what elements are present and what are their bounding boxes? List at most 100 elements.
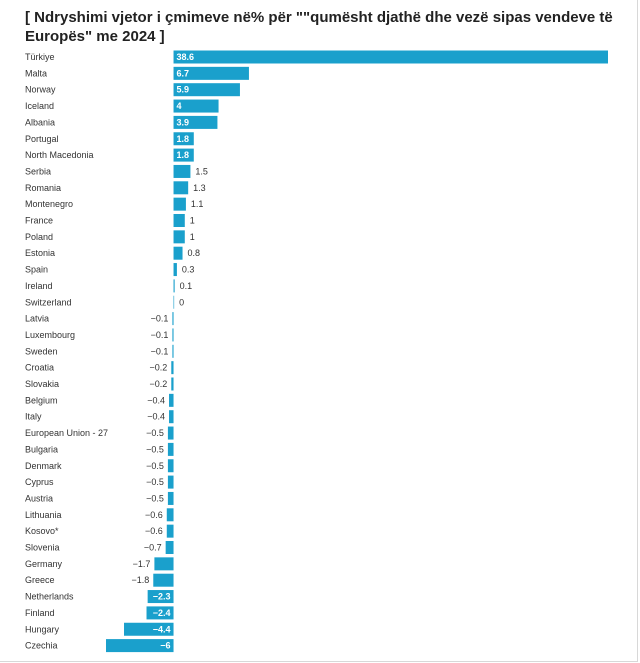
bar [169,393,174,407]
value-label: 1.3 [193,183,206,193]
bar [172,312,174,326]
category-label: Norway [25,85,56,95]
value-label: −0.5 [146,493,164,503]
bar [173,148,194,162]
category-label: Slovakia [25,379,59,389]
value-label: 4 [177,101,182,111]
value-label: 0.8 [188,248,201,258]
category-label: Romania [25,183,61,193]
value-label: −0.6 [145,510,163,520]
bar [153,573,174,587]
value-label: 0 [179,297,184,307]
category-label: France [25,216,53,226]
value-label: 5.9 [177,85,190,95]
bar [166,524,174,538]
bar [172,344,174,358]
category-label: Croatia [25,363,54,373]
bar [172,328,174,342]
value-label: −0.2 [150,363,168,373]
bar [173,83,240,97]
category-label: Malta [25,68,47,78]
value-label: −1.8 [131,575,149,585]
category-label: Slovenia [25,543,60,553]
bar [124,622,174,636]
bar [173,295,175,309]
category-label: Ireland [25,281,53,291]
value-label: −6 [160,641,170,651]
bar [173,164,191,178]
category-label: Lithuania [25,510,62,520]
value-label: 1 [190,216,195,226]
bar [169,410,174,424]
category-label: Switzerland [25,297,72,307]
value-label: 1.5 [195,166,208,176]
category-label: North Macedonia [25,150,94,160]
category-label: Albania [25,117,55,127]
category-label: Spain [25,265,48,275]
bar [165,541,174,554]
category-label: Latvia [25,314,49,324]
category-label: Hungary [25,624,60,634]
bar [166,508,174,522]
value-label: 1 [190,232,195,242]
bar [173,115,218,129]
category-label: Serbia [25,166,51,176]
chart-title: [ Ndryshimi vjetor i çmimeve në% për ""q… [25,9,613,45]
value-label: 3.9 [177,117,190,127]
bar [147,590,174,604]
category-label: Montenegro [25,199,73,209]
category-label: Greece [25,575,55,585]
value-label: −0.1 [151,314,169,324]
category-label: Italy [25,412,42,422]
value-label: 38.6 [177,52,195,62]
bar [171,377,174,391]
value-label: 1.8 [177,134,190,144]
category-label: Bulgaria [25,444,58,454]
category-label: Netherlands [25,592,74,602]
category-label: Sweden [25,346,58,356]
bar [167,442,174,456]
value-label: −0.5 [146,477,164,487]
value-label: −0.7 [144,543,162,553]
value-label: 1.1 [191,199,204,209]
bar [173,246,183,260]
value-label: −2.3 [153,592,171,602]
value-label: −0.4 [147,395,165,405]
value-label: −0.1 [151,330,169,340]
bar [173,132,194,146]
category-label: Belgium [25,395,58,405]
bar [171,361,174,375]
value-label: 1.8 [177,150,190,160]
bar [173,214,185,227]
value-label: −0.2 [150,379,168,389]
value-label: −1.7 [133,559,151,569]
value-label: −0.5 [146,444,164,454]
category-label: Luxembourg [25,330,75,340]
value-label: −0.1 [151,346,169,356]
value-label: 0.3 [182,265,195,275]
category-label: Austria [25,493,53,503]
value-label: −4.4 [153,624,171,634]
bar [167,491,174,505]
bar [173,99,219,113]
bar [173,66,249,80]
category-label: Poland [25,232,53,242]
value-label: −0.6 [145,526,163,536]
bar [173,279,175,293]
bar [173,263,177,277]
bar [173,197,186,211]
category-label: Türkiye [25,52,55,62]
bar [106,639,174,653]
category-label: Czechia [25,641,58,651]
category-label: Denmark [25,461,62,471]
bar [173,50,608,64]
bar [154,557,174,571]
bar [167,426,174,440]
bar [167,459,174,473]
value-label: 6.7 [177,68,190,78]
bar [173,181,189,195]
bar [167,475,174,489]
value-label: −0.4 [147,412,165,422]
